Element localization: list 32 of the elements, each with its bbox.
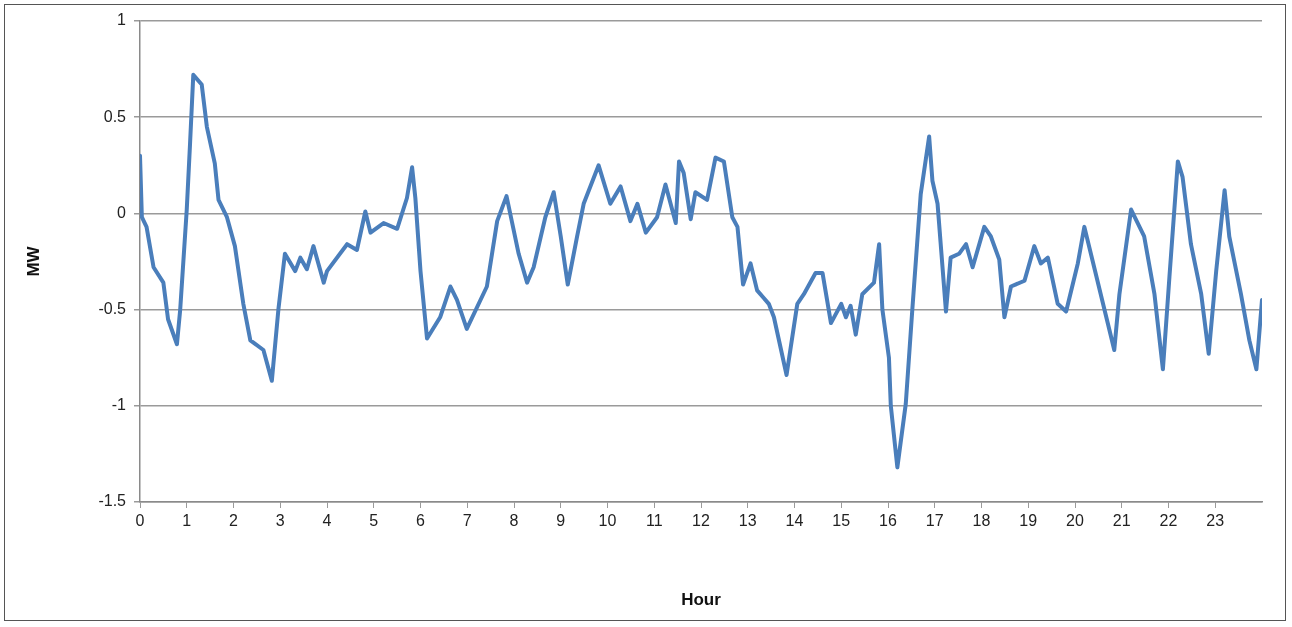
x-tick-label: 3 xyxy=(275,512,285,530)
x-tick-label: 0 xyxy=(135,512,145,530)
x-tick-label: 10 xyxy=(598,512,617,530)
x-tick-label: 21 xyxy=(1112,512,1131,530)
y-tick-label: 0.5 xyxy=(103,107,127,125)
x-axis-title: Hour xyxy=(681,590,722,610)
x-tick-label: 6 xyxy=(416,512,426,530)
x-tick-label: 7 xyxy=(462,512,472,530)
y-tick-label: -0.5 xyxy=(98,300,127,318)
x-tick-label: 12 xyxy=(692,512,710,530)
x-tick-label: 15 xyxy=(832,512,851,530)
x-tick-label: 1 xyxy=(182,512,192,530)
x-tick-label: 11 xyxy=(645,512,663,530)
x-tick-label: 14 xyxy=(785,512,804,530)
x-tick-label: 23 xyxy=(1206,512,1225,530)
x-tick-label: 18 xyxy=(972,512,991,530)
x-tick-label: 19 xyxy=(1019,512,1038,530)
x-tick-label: 2 xyxy=(229,512,239,530)
x-tick-label: 9 xyxy=(556,512,566,530)
y-tick-label: -1.5 xyxy=(98,492,127,510)
y-tick-label: 1 xyxy=(117,11,127,29)
x-tick-label: 20 xyxy=(1066,512,1084,530)
y-axis-title: MW xyxy=(23,245,43,277)
x-tick-label: 5 xyxy=(369,512,379,530)
x-tick-label: 16 xyxy=(879,512,897,530)
x-tick-label: 4 xyxy=(322,512,332,530)
x-tick-label: 8 xyxy=(509,512,519,530)
x-tick-label: 13 xyxy=(738,512,757,530)
x-tick-label: 17 xyxy=(925,512,944,530)
y-tick-label: -1 xyxy=(111,396,127,414)
y-tick-label: 0 xyxy=(117,203,127,221)
x-tick-label: 22 xyxy=(1159,512,1178,530)
